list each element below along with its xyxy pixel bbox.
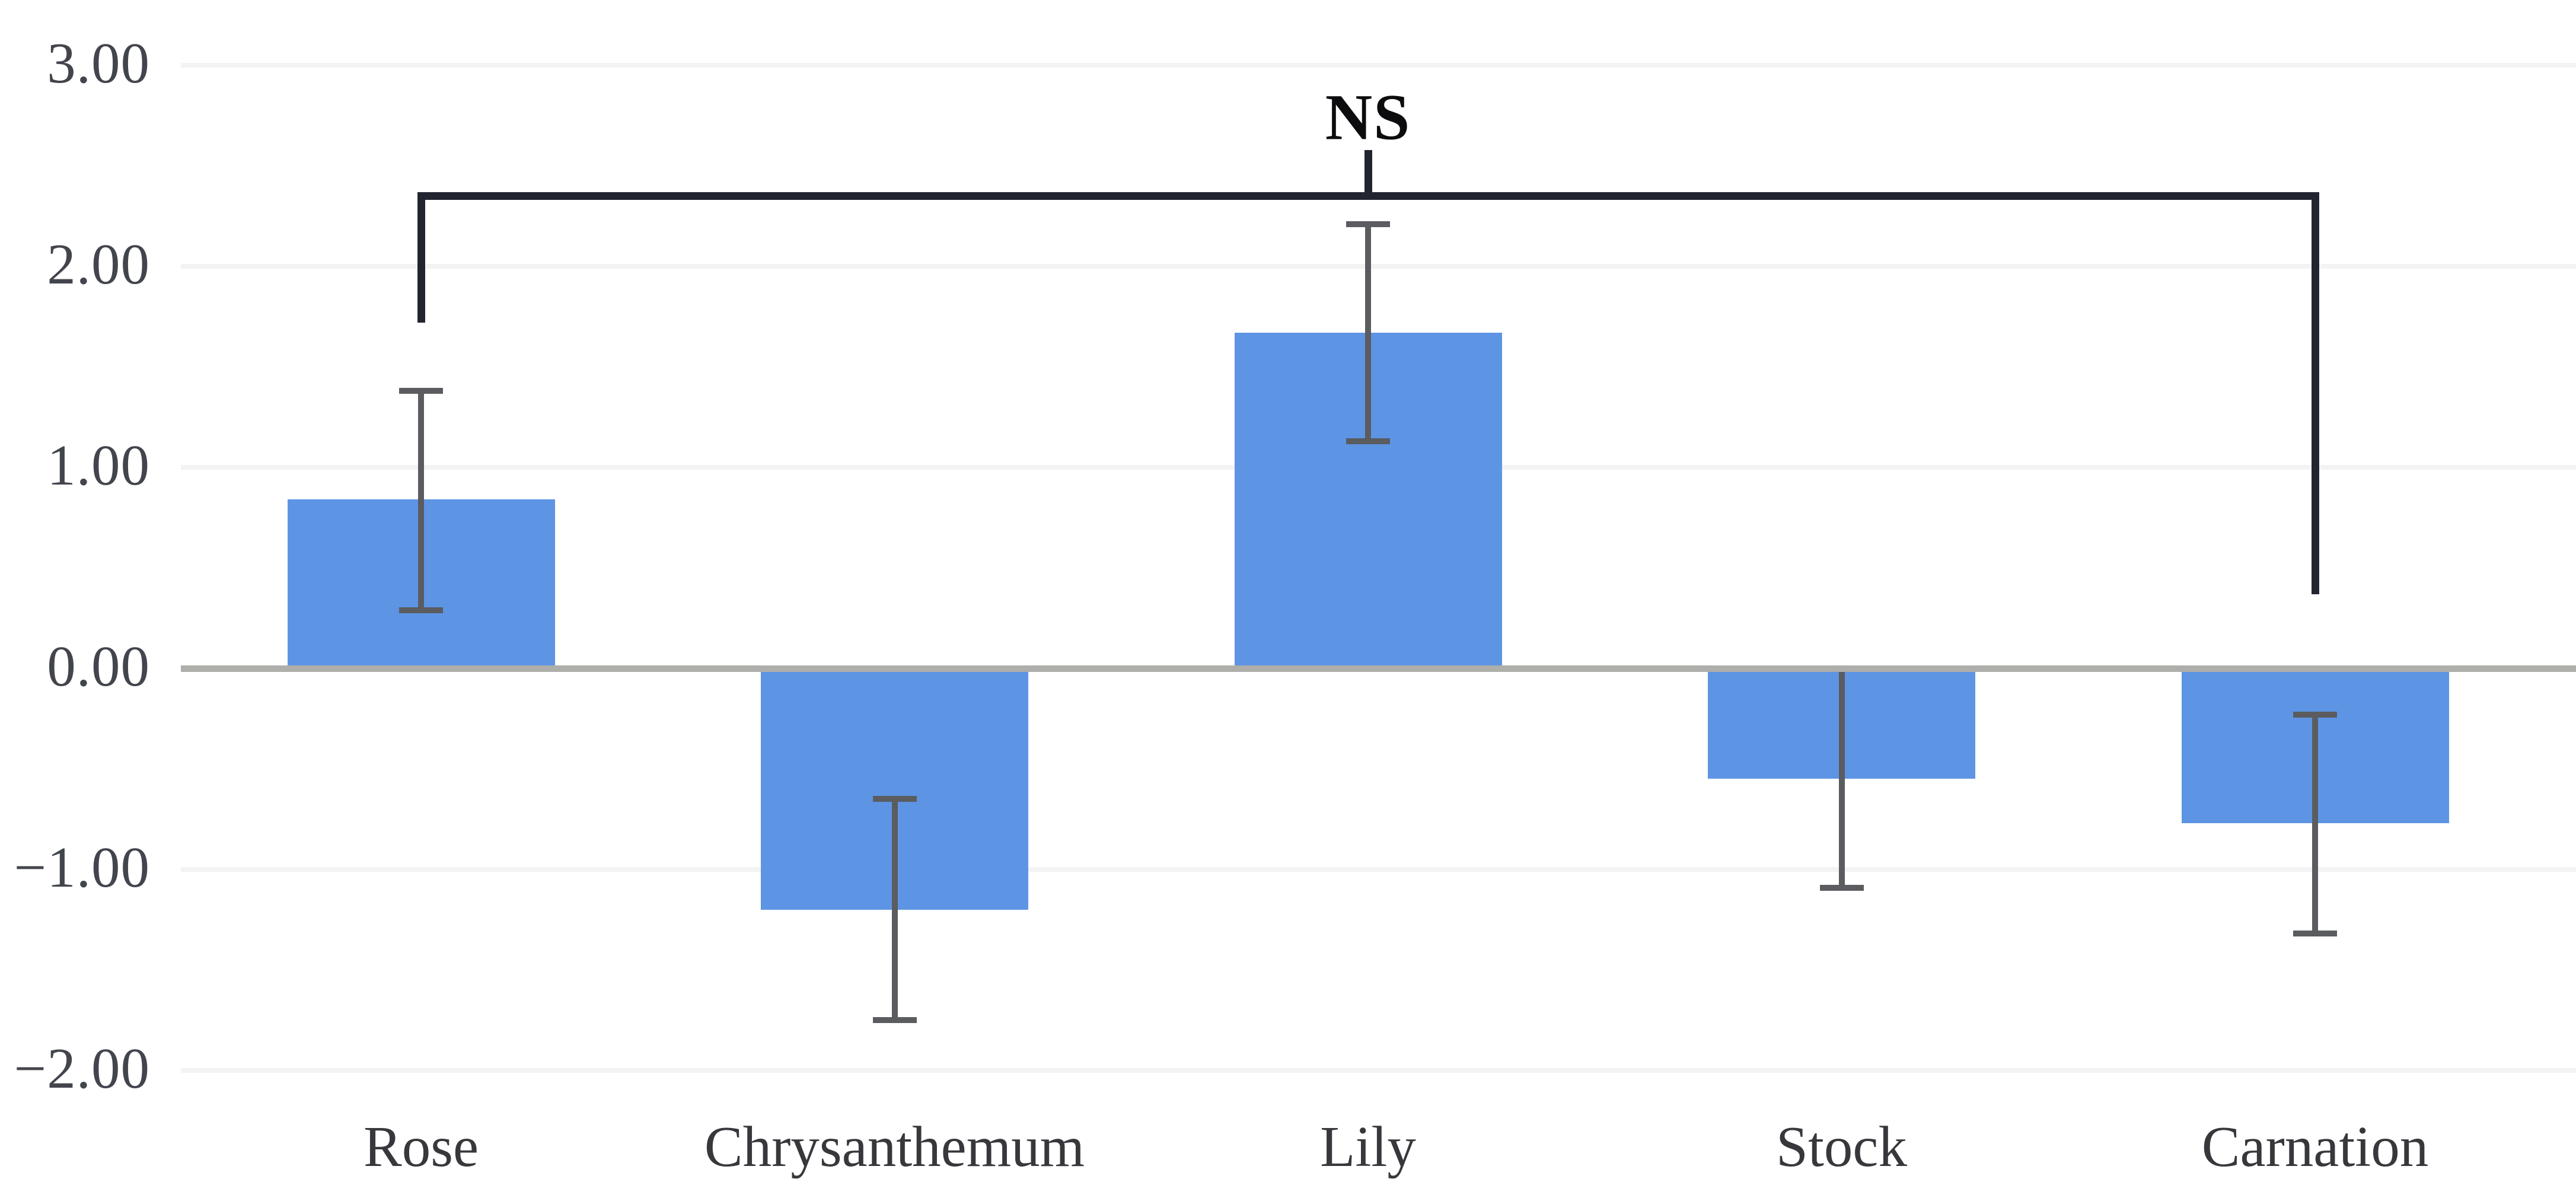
error-bar-stock: [1838, 668, 1845, 888]
error-bar-lily: [1365, 224, 1371, 441]
error-cap-rose-high: [399, 388, 443, 394]
y-tick-label: −1.00: [14, 836, 150, 900]
error-cap-carnation-high: [2293, 711, 2337, 718]
y-tick-label: −2.00: [14, 1037, 150, 1101]
error-cap-stock-low: [1819, 884, 1864, 891]
bracket-horizontal-line: [417, 192, 2319, 200]
x-category-label-stock: Stock: [1776, 1115, 1907, 1178]
y-tick-label: 1.00: [47, 434, 150, 498]
y-tick-label: 3.00: [47, 31, 150, 95]
bracket-right-leg: [2311, 192, 2319, 594]
error-bar-chrysanthemum: [891, 799, 898, 1021]
bracket-left-leg: [417, 192, 425, 323]
gridline-2.00: [181, 264, 2576, 269]
ns-label-connector: [1364, 150, 1372, 196]
error-cap-carnation-low: [2293, 931, 2337, 937]
error-bar-rose: [418, 391, 424, 610]
error-cap-chrysanthemum-low: [872, 1017, 917, 1024]
gridline-3.00: [181, 63, 2576, 68]
error-bar-carnation: [2312, 714, 2318, 934]
x-category-label-rose: Rose: [364, 1115, 479, 1178]
gridline-−2.00: [181, 1068, 2576, 1073]
error-cap-rose-low: [399, 607, 443, 613]
x-category-label-lily: Lily: [1320, 1115, 1416, 1178]
error-cap-chrysanthemum-high: [872, 796, 917, 802]
error-cap-lily-low: [1346, 438, 1390, 444]
error-cap-lily-high: [1346, 221, 1390, 227]
gridline-−1.00: [181, 867, 2576, 872]
x-axis-zero-line: [181, 665, 2576, 672]
x-category-label-carnation: Carnation: [2201, 1115, 2429, 1178]
y-tick-label: 0.00: [47, 635, 150, 699]
x-category-label-chrysanthemum: Chrysanthemum: [704, 1115, 1085, 1178]
y-tick-label: 2.00: [47, 232, 150, 297]
ns-annotation-label: NS: [1325, 81, 1411, 154]
